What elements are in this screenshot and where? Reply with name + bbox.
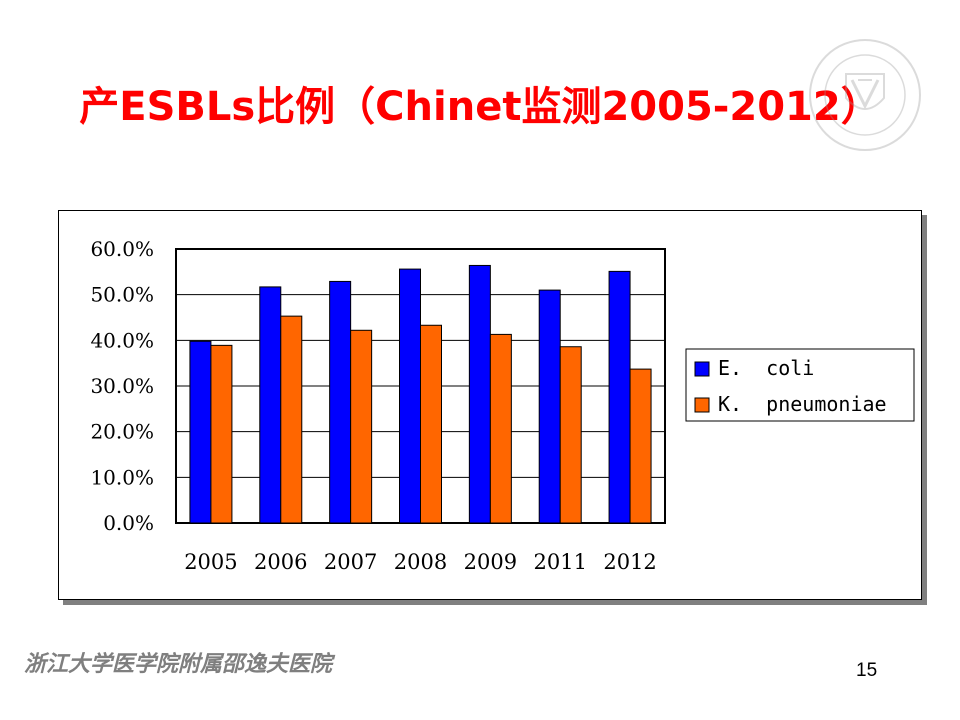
slide-title: 产ESBLs比例（Chinet监测2005-2012） (79, 84, 881, 130)
bar-kpneumoniae (280, 315, 303, 524)
bar-kpneumoniae (350, 329, 373, 524)
bar-ecoli (399, 268, 421, 524)
y-tick-label: 30.0% (90, 374, 154, 398)
y-tick-label: 60.0% (90, 237, 154, 261)
bar-kpneumoniae (210, 344, 233, 524)
bar-ecoli (468, 264, 491, 524)
bar-chart: 0.0% 10.0% 20.0% 30.0% 40.0% 50.0% 60.0% 2005 20… (90, 237, 915, 574)
x-tick-label: 2007 (324, 550, 377, 574)
bar-kpneumoniae (559, 346, 582, 524)
x-tick-label: 2012 (603, 550, 656, 574)
page-number: 15 (856, 660, 878, 681)
chart-frame: 0.0% 10.0% 20.0% 30.0% 40.0% 50.0% 60.0% 2005 20… (58, 210, 922, 600)
y-tick-label: 0.0% (103, 511, 154, 535)
x-tick-label: 2011 (533, 550, 586, 574)
bar-ecoli (329, 280, 352, 524)
hospital-name-footer: 浙江大学医学院附属邵逸夫医院 (24, 651, 333, 677)
y-tick-label: 10.0% (90, 465, 154, 489)
legend-box (685, 348, 915, 422)
bar-ecoli (608, 270, 631, 524)
legend-label-kpneumoniae: K. pneumoniae (718, 392, 887, 416)
bar-ecoli (189, 340, 212, 524)
y-tick-label: 40.0% (90, 328, 154, 352)
bar-kpneumoniae (420, 324, 442, 524)
legend-label-ecoli: E. coli (718, 356, 814, 380)
x-tick-label: 2008 (394, 550, 447, 574)
bar-ecoli (538, 289, 561, 524)
bar-kpneumoniae (629, 368, 652, 524)
bar-kpneumoniae (489, 333, 512, 524)
hospital-crest-icon (809, 39, 921, 151)
x-tick-label: 2006 (254, 550, 307, 574)
y-tick-label: 50.0% (90, 283, 154, 307)
bar-ecoli (259, 286, 282, 524)
y-tick-label: 20.0% (90, 420, 154, 444)
legend-swatch-kpneumoniae (694, 397, 710, 413)
x-tick-label: 2005 (184, 550, 237, 574)
legend-swatch-ecoli (694, 361, 710, 377)
x-tick-label: 2009 (464, 550, 517, 574)
